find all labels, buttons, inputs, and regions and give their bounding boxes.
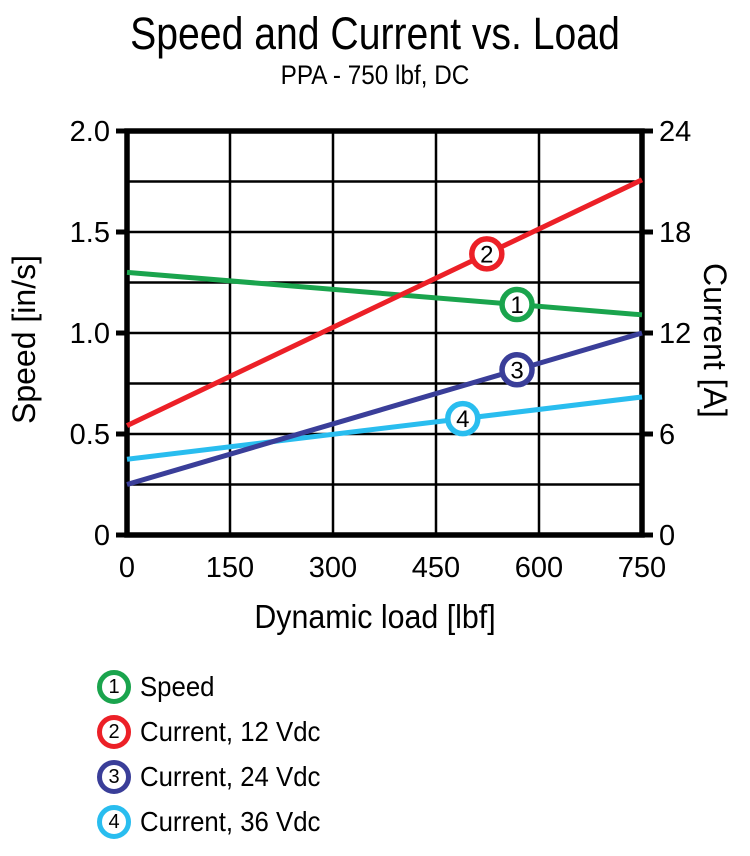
legend-item-4: 4 Current, 36 Vdc xyxy=(97,805,336,839)
legend-item-1: 1 Speed xyxy=(97,670,336,704)
legend-marker-icon-2: 2 xyxy=(97,715,131,749)
legend-label: Speed xyxy=(140,671,215,702)
y-axis-label-left: Speed [in/s] xyxy=(6,255,42,425)
x-tick-label: 450 xyxy=(412,552,460,584)
legend-marker-icon-1: 1 xyxy=(97,670,131,704)
y-tick-label-left: 0 xyxy=(94,520,110,552)
y-tick-label-left: 1.0 xyxy=(70,318,110,350)
series-marker-number-2: 2 xyxy=(480,241,493,268)
series-marker-number-4: 4 xyxy=(456,406,469,433)
y-tick-label-right: 0 xyxy=(659,520,675,552)
series-marker-1 xyxy=(499,286,535,323)
chart-title: Speed and Current vs. Load xyxy=(130,8,620,59)
x-tick-label: 0 xyxy=(119,552,135,584)
legend: 1 Speed 2 Current, 12 Vdc 3 Current, 24 Vdc 4 C… xyxy=(97,670,336,850)
series-line-4 xyxy=(126,394,643,462)
series-marker-number-1: 1 xyxy=(510,292,523,319)
y-tick-label-right: 6 xyxy=(659,419,675,451)
chart-subtitle: PPA - 750 lbf, DC xyxy=(280,60,470,90)
legend-marker-number: 3 xyxy=(108,766,120,788)
legend-label: Current, 24 Vdc xyxy=(140,761,321,792)
x-tick-label: 150 xyxy=(206,552,254,584)
legend-marker-number: 1 xyxy=(108,676,120,698)
legend-marker-number: 2 xyxy=(108,721,120,743)
legend-marker-number: 4 xyxy=(108,811,120,833)
series-line-3 xyxy=(126,330,643,487)
legend-marker-icon-4: 4 xyxy=(97,805,131,839)
series-line-1 xyxy=(126,269,643,318)
legend-item-3: 3 Current, 24 Vdc xyxy=(97,760,336,794)
series-line-2 xyxy=(125,177,644,428)
y-tick-label-right: 24 xyxy=(659,116,691,148)
legend-item-2: 2 Current, 12 Vdc xyxy=(97,715,336,749)
y-axis-label-right: Current [A] xyxy=(697,262,733,418)
x-tick-label: 600 xyxy=(515,552,563,584)
legend-marker-icon-3: 3 xyxy=(97,760,131,794)
legend-label: Current, 12 Vdc xyxy=(140,716,321,747)
series-marker-4 xyxy=(445,400,481,437)
legend-label: Current, 36 Vdc xyxy=(140,806,321,837)
series-marker-number-3: 3 xyxy=(510,357,523,384)
y-tick-label-right: 18 xyxy=(659,217,691,249)
y-tick-label-right: 12 xyxy=(659,318,691,350)
x-tick-label: 300 xyxy=(309,552,357,584)
x-axis-label: Dynamic load [lbf] xyxy=(254,598,496,635)
x-tick-label: 750 xyxy=(618,552,666,584)
y-tick-label-left: 2.0 xyxy=(70,116,110,148)
y-tick-label-left: 0.5 xyxy=(70,419,110,451)
series-marker-3 xyxy=(499,352,535,388)
y-tick-label-left: 1.5 xyxy=(70,217,110,249)
series-marker-2 xyxy=(469,236,505,272)
